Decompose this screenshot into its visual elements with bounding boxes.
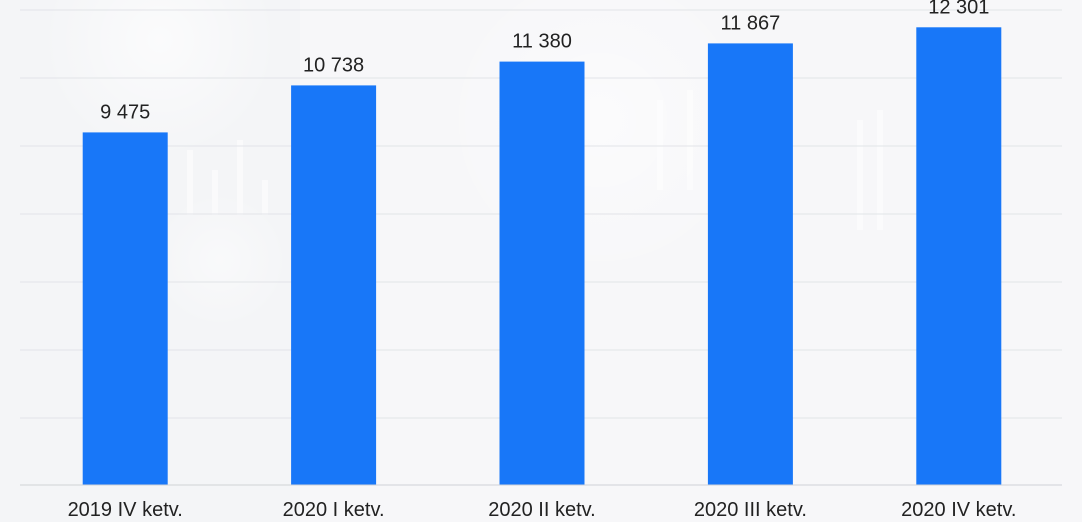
x-axis-tick-labels: 2019 IV ketv. 2020 I ketv. 2020 II ketv. 20… <box>68 499 1017 521</box>
x-tick-label-5: 2020 IV ketv. <box>901 499 1016 521</box>
x-tick-label-4: 2020 III ketv. <box>694 499 807 521</box>
data-label-4: 11 867 <box>721 12 781 34</box>
x-tick-label-2: 2020 I ketv. <box>283 499 385 521</box>
data-label-3: 11 380 <box>512 31 572 53</box>
data-label-5: 12 301 <box>928 0 989 18</box>
bar-4 <box>707 43 793 486</box>
bar-5 <box>916 27 1002 486</box>
x-tick-label-3: 2020 II ketv. <box>488 499 595 521</box>
bar-series <box>82 27 1002 486</box>
bar-2 <box>291 85 377 486</box>
data-label-1: 9 475 <box>100 101 150 123</box>
data-label-2: 10 738 <box>303 54 364 76</box>
value-labels: 9 475 10 738 11 380 11 867 12 301 <box>100 0 989 123</box>
x-tick-label-1: 2019 IV ketv. <box>68 499 183 521</box>
bar-3 <box>499 61 585 485</box>
bar-1 <box>82 132 168 485</box>
